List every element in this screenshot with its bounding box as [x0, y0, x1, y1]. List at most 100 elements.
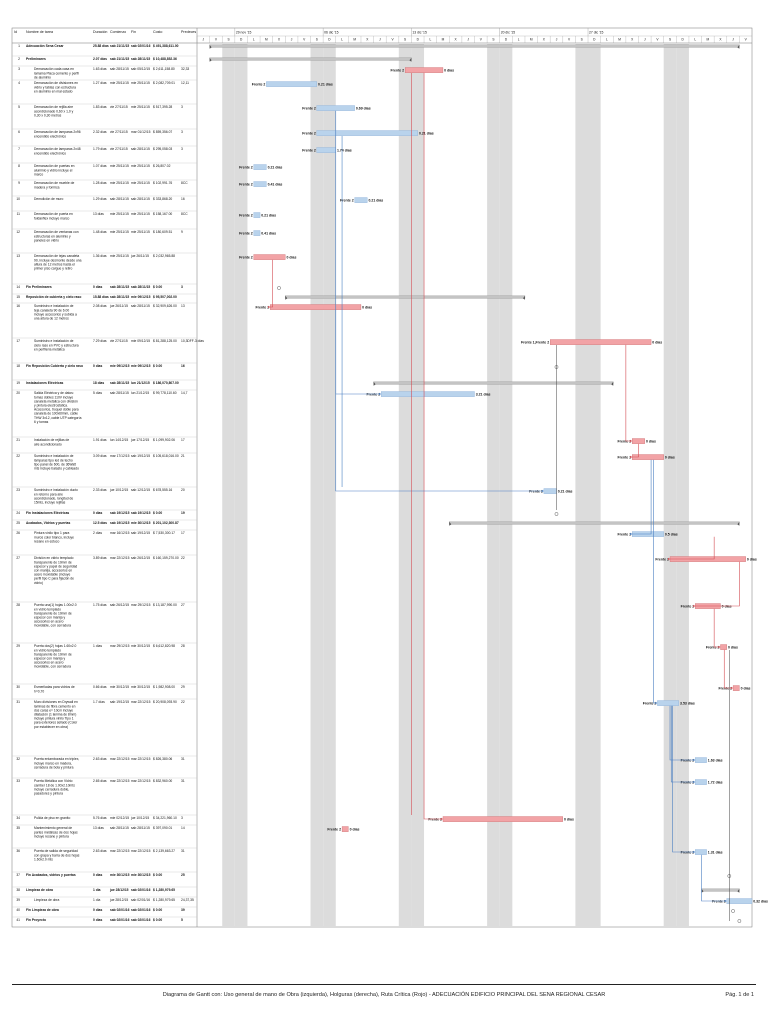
bar-slack-label: 0 días: [564, 817, 574, 821]
gantt-chart: J V S D L M X J V S D L M X J V S D L M X J V S D L M X J V S D L M X J V S D L…: [11, 27, 768, 928]
row-id: 18: [16, 364, 20, 368]
row-start: sab 28/11/15: [110, 197, 129, 201]
row-dur: 25.88 días: [93, 44, 109, 48]
dependency-link: [335, 110, 543, 492]
row-dur: 18 días: [93, 381, 104, 385]
column-header-duration: Duración: [93, 30, 107, 34]
row-id: 20: [16, 391, 20, 395]
row-id: 2: [18, 57, 20, 61]
row-id: 19: [16, 381, 20, 385]
row-start: vie 27/11/15: [110, 339, 128, 343]
row-task-name: Fin Limpieza de obra: [26, 908, 59, 912]
day-letter: J: [467, 38, 469, 42]
dependency-arrow: [693, 758, 696, 762]
bar-resource-label: Frente 1,Frente 2: [521, 340, 549, 344]
row-task-name: Demolición de muro: [34, 197, 63, 201]
critical-task-bar: [732, 685, 740, 691]
row-pred: 3: [181, 816, 183, 820]
summary-bar: [285, 295, 526, 299]
day-letter: D: [593, 38, 596, 42]
row-start: mar 22/12/15: [110, 757, 130, 761]
task-bar: [381, 391, 475, 397]
row-id: 8: [18, 164, 20, 168]
table-row: 25 Acabados, Vidrios y puertas 12.5 días sa…: [12, 519, 197, 525]
row-task-name: Suministro e instalación de cielo raso en…: [34, 339, 79, 351]
row-cost: $ 0.00: [153, 364, 162, 368]
row-dur: 7.29 días: [93, 339, 107, 343]
task-bar-group: Frente 2 0.41 días: [239, 230, 276, 236]
row-dur: 2.32 días: [93, 130, 107, 134]
row-start: sab 19/12/15: [110, 700, 129, 704]
row-id: 3: [18, 67, 20, 71]
row-task-name: Puerta entamborada en triplex, incluye ma…: [34, 757, 79, 769]
task-bar: [316, 105, 355, 111]
row-end: mie 25/11/15: [131, 81, 150, 85]
row-task-name: Demarcación de divisiones en vidrio y tab…: [34, 81, 78, 93]
table-row: 16 Suministro e instalación de teja canale…: [12, 302, 197, 321]
row-start: mie 09/12/15: [110, 364, 130, 368]
day-letter: D: [240, 38, 243, 42]
row-start: mie 02/12/15: [110, 816, 129, 820]
table-row: 20 Salida Eléctrica y de datos: tomas dobl…: [12, 389, 197, 424]
row-task-name: Suministro e instalación de teja canaleta…: [34, 304, 77, 320]
critical-task-bar: [253, 254, 286, 260]
bar-resource-label: Frente 2: [239, 182, 253, 186]
row-end: jue 26/11/15: [130, 254, 149, 258]
row-start: sab 02/01/16: [110, 918, 130, 922]
row-pred: 10,3DFF-3 días: [181, 339, 204, 343]
row-id: 1: [18, 44, 20, 48]
row-dur: 0 días: [93, 511, 103, 515]
row-id: 30: [16, 685, 20, 689]
row-id: 12: [16, 230, 20, 234]
weekend-band: [588, 43, 601, 927]
row-id: 26: [16, 531, 20, 535]
row-end: mie 09/12/15: [131, 339, 150, 343]
table-row: 23 Suministro e instalación ducto en retor…: [12, 486, 197, 505]
row-start: sab 26/12/15: [110, 603, 129, 607]
row-pred: 12,11: [181, 81, 189, 85]
task-bar: [657, 700, 679, 706]
dependency-link: [713, 608, 719, 648]
row-id: 32: [16, 757, 20, 761]
task-bar: [253, 212, 261, 218]
day-letter: S: [492, 38, 494, 42]
row-id: 38: [16, 888, 20, 892]
row-dur: 1 día: [93, 898, 100, 902]
row-start: mar 22/12/15: [110, 556, 130, 560]
week-label: 06 dic '15: [324, 31, 339, 35]
row-start: mie 25/11/15: [110, 212, 129, 216]
table-row: 33 Puerta Metálica con Vidrio camber 18 de…: [12, 777, 197, 796]
row-pred: 3: [181, 147, 183, 151]
row-cost: $ 2,032,965.88: [153, 254, 175, 258]
table-row: 7 Demarcación de lamparas 2x48 encendido e…: [12, 145, 197, 155]
row-id: 29: [16, 644, 20, 648]
critical-task-bar: [341, 826, 349, 832]
row-id: 34: [16, 816, 20, 820]
table-row: 2 Preliminares 2.07 días sab 21/11/15 sab 28…: [12, 55, 197, 61]
day-letter: L: [341, 38, 343, 42]
row-cost: $ 81,288,125.00: [153, 339, 177, 343]
table-frame: [11, 27, 753, 928]
row-cost: $ 26,807.02: [153, 164, 171, 168]
weekend-band: [676, 43, 689, 927]
row-dur: 2.33 días: [93, 488, 107, 492]
table-row: 24 Fin Instalaciones Eléctricas 0 días sab …: [12, 509, 197, 515]
summary-bar: [209, 44, 740, 48]
row-cost: $ 859,356.07: [153, 130, 172, 134]
bar-resource-label: Frente 2: [681, 780, 695, 784]
row-cost: $ 99,778,110.60: [153, 391, 177, 395]
table-row: 28 Puerta una(1) hojas 1.00x2.0 en vidrio …: [12, 601, 197, 628]
row-pred: 8CC: [181, 212, 188, 216]
day-letter: M: [265, 38, 268, 42]
dependency-arrow: [693, 780, 696, 784]
day-letter: X: [278, 38, 281, 42]
row-pred: 27: [181, 603, 185, 607]
bar-slack-label: 0.21 días: [268, 165, 283, 169]
row-end: sab 28/11/15: [131, 285, 150, 289]
dependency-link: [268, 259, 273, 308]
row-task-name: División en vidrio templado transparente …: [34, 556, 77, 585]
row-dur: 1.91 días: [93, 438, 107, 442]
table-row: 22 Suministro e instalación de lámparas ti…: [12, 452, 197, 471]
row-end: sab 19/12/15: [131, 511, 151, 515]
row-id: 41: [16, 918, 20, 922]
